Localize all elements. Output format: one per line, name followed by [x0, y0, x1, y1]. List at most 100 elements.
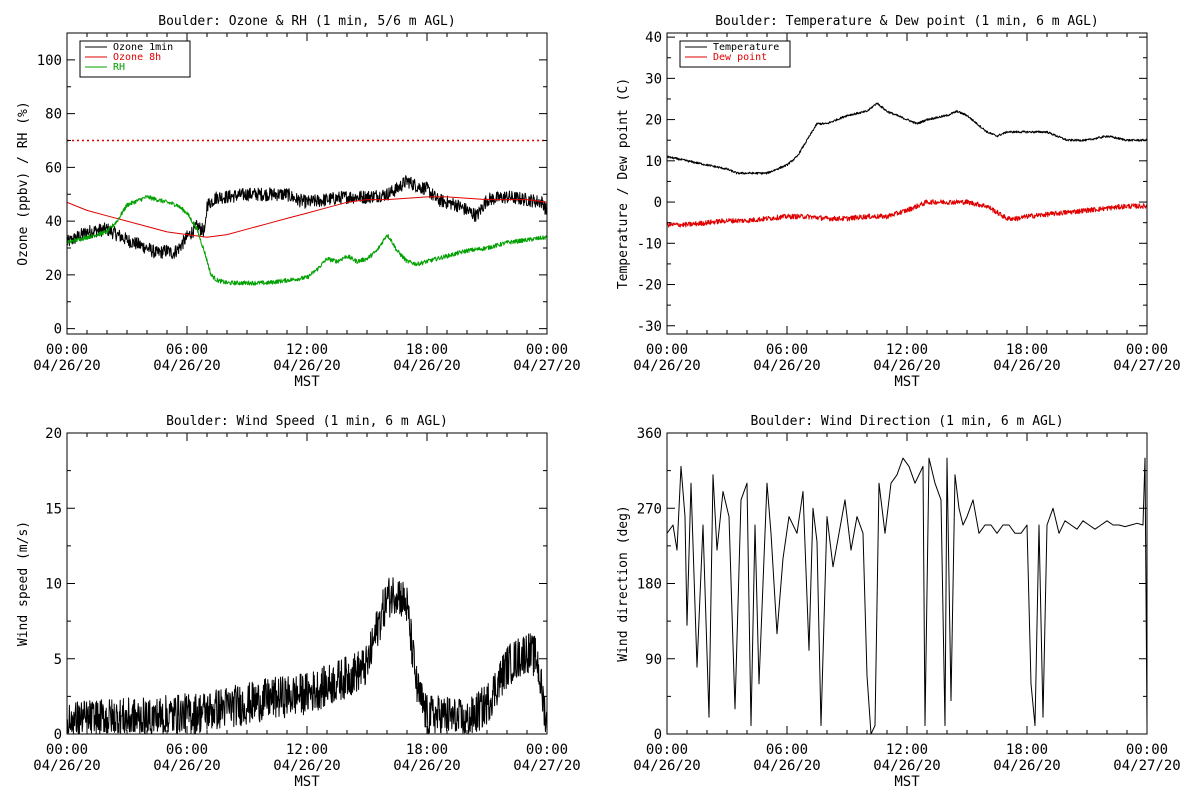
x-tick-label-date: 04/27/20 [1113, 358, 1180, 374]
x-axis-label: MST [894, 774, 920, 790]
x-tick-label-time: 18:00 [406, 742, 448, 758]
y-tick-label: 270 [637, 501, 662, 517]
series-line-dew-point [667, 199, 1147, 228]
x-tick-label-time: 12:00 [886, 342, 928, 358]
x-tick-label-date: 04/27/20 [1113, 758, 1180, 774]
legend-entry: RH [113, 62, 125, 73]
y-tick-label: 0 [54, 322, 62, 338]
y-tick-label: 360 [637, 426, 662, 442]
y-tick-label: -20 [637, 278, 662, 294]
y-tick-label: 10 [645, 154, 662, 170]
chart-panel-temperature: Boulder: Temperature & Dew point (1 min,… [616, 14, 1181, 390]
legend-entry: Ozone 8h [113, 52, 161, 63]
x-axis-label: MST [894, 374, 920, 390]
legend-entry: Temperature [713, 42, 779, 53]
chart-title: Boulder: Wind Speed (1 min, 6 m AGL) [166, 414, 448, 429]
x-tick-label-date: 04/27/20 [513, 358, 580, 374]
y-tick-label: 0 [54, 727, 62, 743]
x-tick-label-date: 04/26/20 [393, 758, 460, 774]
x-tick-label-date: 04/26/20 [153, 758, 220, 774]
x-tick-label-date: 04/26/20 [873, 758, 940, 774]
y-tick-label: 5 [54, 652, 62, 668]
x-tick-label-time: 06:00 [766, 742, 808, 758]
chart-title: Boulder: Temperature & Dew point (1 min,… [715, 14, 1099, 29]
x-tick-label-date: 04/26/20 [993, 358, 1060, 374]
series-line-main [667, 457, 1147, 734]
x-tick-label-date: 04/27/20 [513, 758, 580, 774]
y-tick-label: 0 [654, 727, 662, 743]
chart-panel-ozone: Boulder: Ozone & RH (1 min, 5/6 m AGL) 0 2… [16, 14, 581, 390]
x-tick-label-time: 00:00 [46, 742, 88, 758]
y-tick-label: 40 [45, 214, 62, 230]
series-line-ozone-8h [67, 196, 547, 238]
x-tick-label-date: 04/26/20 [273, 758, 340, 774]
y-tick-label: 10 [45, 577, 62, 593]
plot-area [667, 102, 1147, 228]
y-tick-label: 90 [645, 652, 662, 668]
x-axis-label: MST [294, 774, 320, 790]
x-tick-label-time: 00:00 [1126, 342, 1168, 358]
y-tick-label: 20 [45, 268, 62, 284]
y-axis-label: Wind speed (m/s) [16, 521, 31, 646]
x-tick-label-date: 04/26/20 [753, 358, 820, 374]
chart-title: Boulder: Wind Direction (1 min, 6 m AGL) [750, 414, 1063, 429]
x-tick-label-time: 18:00 [406, 342, 448, 358]
y-tick-label: 0 [654, 195, 662, 211]
plot-area [67, 577, 547, 734]
y-axis-label: Temperature / Dew point (C) [616, 78, 631, 289]
y-axis-label: Wind direction (deg) [616, 505, 631, 662]
x-tick-label-time: 00:00 [46, 342, 88, 358]
series-line-main [67, 577, 547, 734]
x-tick-label-time: 06:00 [166, 742, 208, 758]
x-tick-label-date: 04/26/20 [633, 758, 700, 774]
y-tick-label: 15 [45, 501, 62, 517]
chart-panel-wind-speed: Boulder: Wind Speed (1 min, 6 m AGL) 0 5 10… [16, 414, 581, 790]
y-tick-label: -30 [637, 319, 662, 335]
x-tick-label-time: 06:00 [766, 342, 808, 358]
legend-box [679, 40, 791, 68]
chart-title: Boulder: Ozone & RH (1 min, 5/6 m AGL) [158, 14, 455, 29]
plot-frame [666, 32, 1148, 335]
series-line-temperature [667, 102, 1147, 175]
x-tick-label-date: 04/26/20 [33, 358, 100, 374]
x-tick-label-time: 18:00 [1006, 342, 1048, 358]
series-line-ozone-1min [67, 175, 547, 260]
y-axis-label: Ozone (ppbv) / RH (%) [16, 101, 31, 265]
x-tick-label-date: 04/26/20 [153, 358, 220, 374]
y-tick-label: 60 [45, 160, 62, 176]
y-tick-label: 20 [645, 113, 662, 129]
x-tick-label-date: 04/26/20 [753, 758, 820, 774]
chart-panel-wind-direction: Boulder: Wind Direction (1 min, 6 m AGL)… [616, 414, 1181, 790]
x-tick-label-time: 12:00 [286, 742, 328, 758]
x-tick-label-date: 04/26/20 [873, 358, 940, 374]
legend-entry: Dew point [713, 52, 767, 63]
x-tick-label-date: 04/26/20 [393, 358, 460, 374]
plot-area [667, 457, 1147, 734]
y-tick-label: 40 [645, 30, 662, 46]
series-line-rh [67, 195, 547, 286]
x-tick-label-time: 00:00 [526, 742, 568, 758]
x-tick-label-date: 04/26/20 [33, 758, 100, 774]
x-tick-label-time: 00:00 [646, 742, 688, 758]
x-tick-label-date: 04/26/20 [633, 358, 700, 374]
x-tick-label-time: 00:00 [1126, 742, 1168, 758]
x-tick-label-time: 12:00 [886, 742, 928, 758]
y-tick-label: 20 [45, 426, 62, 442]
x-tick-label-time: 18:00 [1006, 742, 1048, 758]
y-tick-label: 100 [37, 53, 62, 69]
x-tick-label-time: 00:00 [526, 342, 568, 358]
x-tick-label-time: 06:00 [166, 342, 208, 358]
y-tick-label: -10 [637, 236, 662, 252]
y-tick-label: 180 [637, 577, 662, 593]
y-tick-label: 30 [645, 71, 662, 87]
x-tick-label-date: 04/26/20 [273, 358, 340, 374]
plot-frame [66, 32, 548, 335]
x-tick-label-time: 00:00 [646, 342, 688, 358]
x-axis-label: MST [294, 374, 320, 390]
plot-area [67, 139, 547, 286]
y-tick-label: 80 [45, 107, 62, 123]
x-tick-label-date: 04/26/20 [993, 758, 1060, 774]
legend-entry: Ozone 1min [113, 42, 173, 53]
